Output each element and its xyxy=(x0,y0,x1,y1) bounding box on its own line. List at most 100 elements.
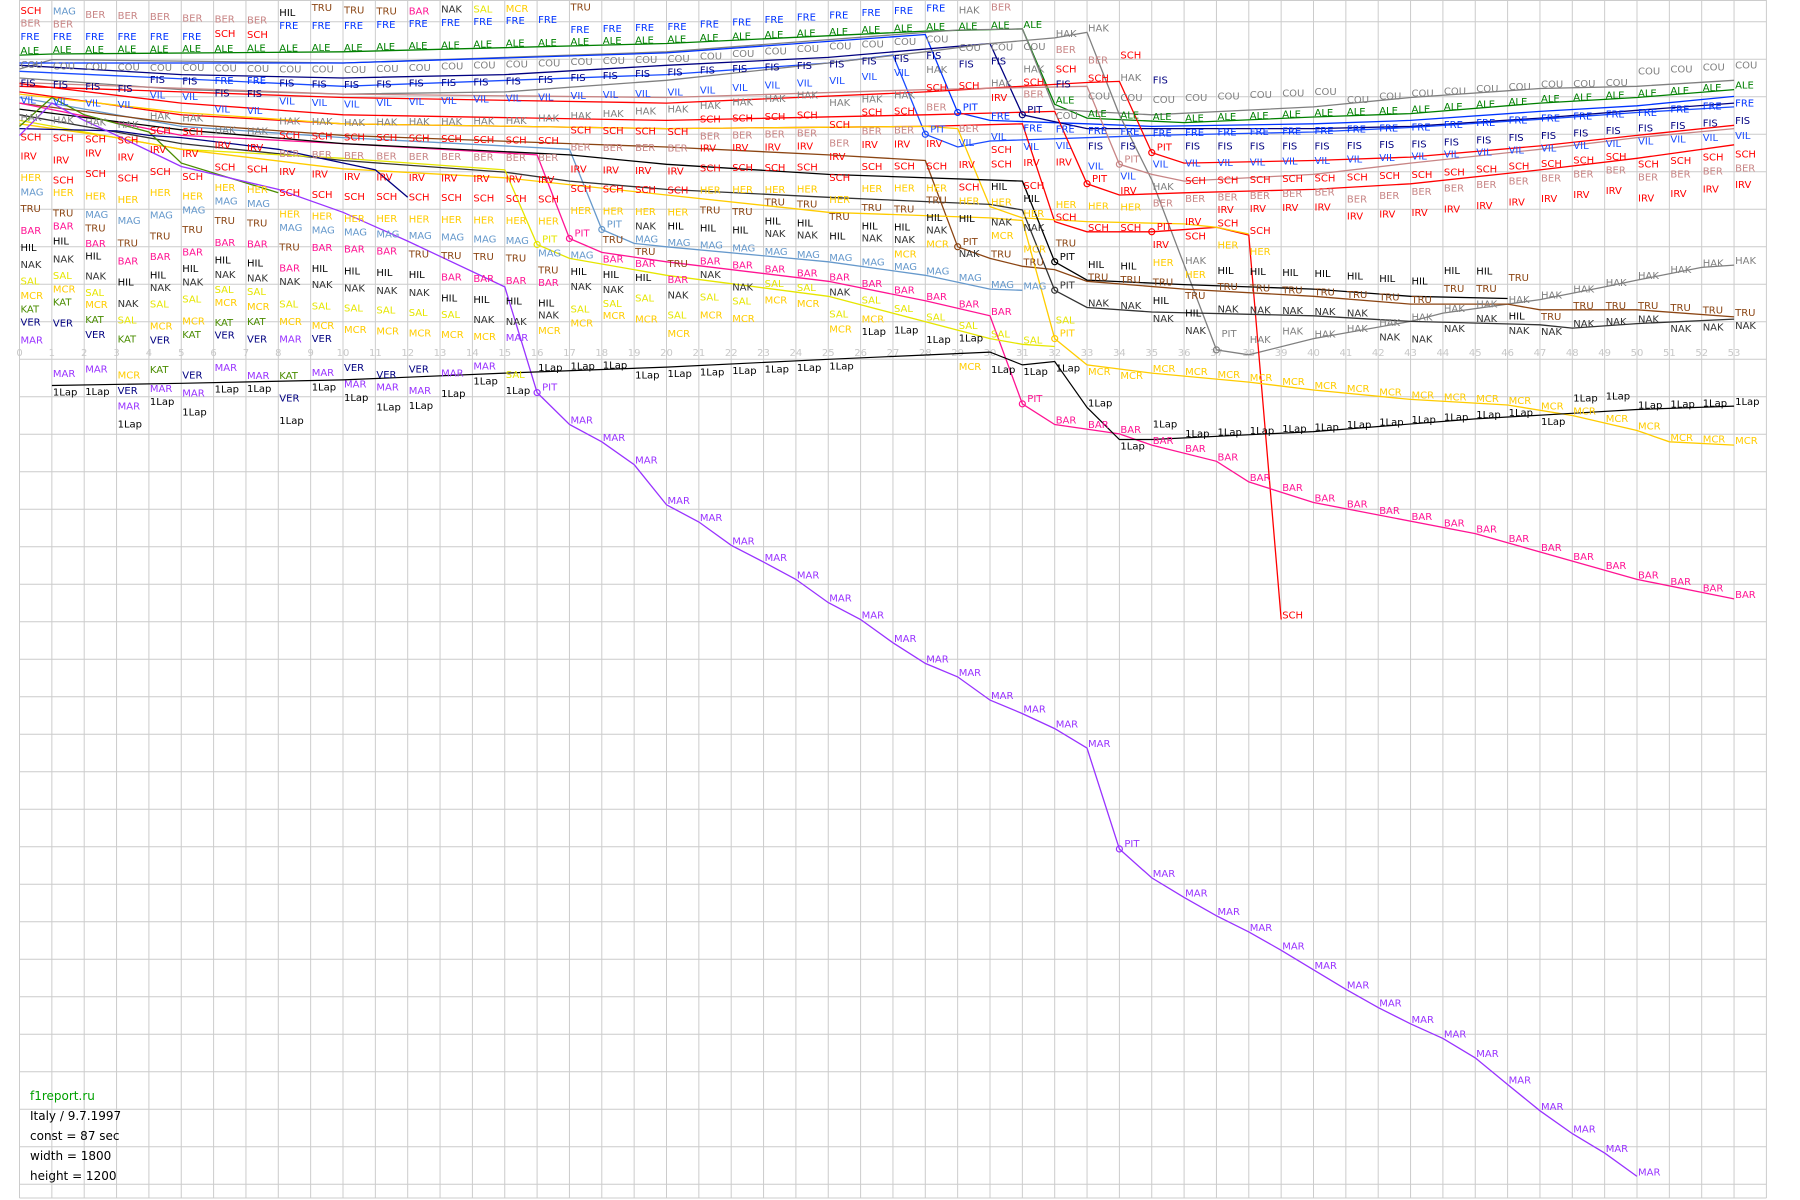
data-label-hil: HIL xyxy=(150,271,166,282)
data-label-ale: ALE xyxy=(1444,102,1463,113)
data-label-1lap: 1Lap xyxy=(441,389,465,400)
data-label-fre: FRE xyxy=(1153,128,1172,139)
data-label-vil: VIL xyxy=(1023,142,1039,153)
pit-label: PIT xyxy=(1157,143,1173,154)
data-label-cou: COU xyxy=(279,64,301,75)
data-label-hak: HAK xyxy=(473,116,494,127)
data-label-nak: NAK xyxy=(603,285,624,296)
data-label-nak: NAK xyxy=(1218,305,1239,316)
data-label-fis: FIS xyxy=(1541,131,1556,142)
data-label-cou: COU xyxy=(344,65,366,76)
data-label-mcr: MCR xyxy=(21,291,44,302)
data-label-mar: MAR xyxy=(797,570,819,581)
data-label-nak: NAK xyxy=(21,260,42,271)
data-label-hil: HIL xyxy=(797,218,813,229)
lap-tick-label: 38 xyxy=(1242,348,1255,359)
data-label-irv: IRV xyxy=(85,148,101,159)
data-label-ber: BER xyxy=(53,20,73,31)
data-label-sal: SAL xyxy=(926,313,945,324)
series-line-nak xyxy=(19,114,1735,329)
data-label-bar: BAR xyxy=(118,257,139,268)
data-label-mar: MAR xyxy=(1509,1076,1531,1087)
data-label-vil: VIL xyxy=(700,85,716,96)
data-label-vil: VIL xyxy=(1509,145,1525,156)
data-label-irv: IRV xyxy=(1282,203,1298,214)
data-label-irv: IRV xyxy=(312,169,328,180)
data-label-irv: IRV xyxy=(894,140,910,151)
const-value: const = 87 sec xyxy=(30,1129,120,1143)
data-label-1lap: 1Lap xyxy=(409,401,433,412)
data-label-sch: SCH xyxy=(1541,159,1562,170)
data-label-sch: SCH xyxy=(926,83,947,94)
data-label-ber: BER xyxy=(1282,189,1302,200)
series-line-her xyxy=(19,93,1249,235)
data-label-hil: HIL xyxy=(376,268,392,279)
lap-tick-label: 39 xyxy=(1275,348,1288,359)
data-label-fis: FIS xyxy=(473,77,488,88)
data-label-fis: FIS xyxy=(376,79,391,90)
pit-label: PIT xyxy=(1124,839,1140,850)
lap-tick-label: 4 xyxy=(146,348,152,359)
data-label-sal: SAL xyxy=(312,301,331,312)
data-label-fis: FIS xyxy=(1703,119,1718,130)
data-label-bar: BAR xyxy=(1250,473,1271,484)
data-label-1lap: 1Lap xyxy=(1218,427,1242,438)
data-label-ber: BER xyxy=(312,150,332,161)
data-label-sch: SCH xyxy=(603,126,624,137)
data-label-nak: NAK xyxy=(279,277,300,288)
data-label-sch: SCH xyxy=(1638,159,1659,170)
data-label-cou: COU xyxy=(1509,82,1531,93)
data-label-ber: BER xyxy=(1606,166,1626,177)
data-label-1lap: 1Lap xyxy=(894,325,918,336)
chart-info: f1report.ru Italy / 9.7.1997 const = 87 … xyxy=(30,1086,121,1186)
data-label-hak: HAK xyxy=(344,118,365,129)
data-label-irv: IRV xyxy=(829,152,845,163)
lap-tick-label: 31 xyxy=(1016,348,1029,359)
data-label-cou: COU xyxy=(1347,95,1369,106)
data-label-1lap: 1Lap xyxy=(1023,367,1047,378)
data-label-irv: IRV xyxy=(1379,210,1395,221)
data-label-mcr: MCR xyxy=(1250,373,1273,384)
data-label-bar: BAR xyxy=(1606,561,1627,572)
lap-tick-label: 1 xyxy=(49,348,55,359)
data-label-hil: HIL xyxy=(1509,312,1525,323)
data-label-hil: HIL xyxy=(247,258,263,269)
lap-tick-label: 37 xyxy=(1210,348,1223,359)
data-label-mag: MAG xyxy=(538,249,561,260)
data-label-nak: NAK xyxy=(118,299,139,310)
data-label-nak: NAK xyxy=(1315,307,1336,318)
data-label-mcr: MCR xyxy=(1120,371,1143,382)
pit-label: PIT xyxy=(1222,329,1238,340)
data-label-mcr: MCR xyxy=(1509,396,1532,407)
data-label-mar: MAR xyxy=(1476,1049,1498,1060)
data-label-cou: COU xyxy=(991,42,1013,53)
data-label-her: HER xyxy=(538,217,559,228)
data-label-hak: HAK xyxy=(1509,295,1530,306)
data-label-ale: ALE xyxy=(1379,106,1398,117)
data-label-sch: SCH xyxy=(215,163,236,174)
data-label-fre: FRE xyxy=(1509,116,1528,127)
data-label-sal: SAL xyxy=(473,5,492,16)
data-label-cou: COU xyxy=(409,63,431,74)
data-label-cou: COU xyxy=(1250,90,1272,101)
series-line-kat xyxy=(19,96,279,194)
data-label-nak: NAK xyxy=(991,217,1012,228)
data-label-hil: HIL xyxy=(538,298,554,309)
data-label-her: HER xyxy=(21,173,42,184)
data-label-her: HER xyxy=(862,184,883,195)
data-label-fre: FRE xyxy=(571,25,590,36)
data-label-hil: HIL xyxy=(53,236,69,247)
data-label-nak: NAK xyxy=(538,311,559,322)
data-label-sch: SCH xyxy=(506,194,527,205)
data-label-fre: FRE xyxy=(150,32,169,43)
data-label-hil: HIL xyxy=(862,222,878,233)
data-label-bar: BAR xyxy=(1444,518,1465,529)
data-label-nak: NAK xyxy=(668,290,689,301)
data-label-fre: FRE xyxy=(765,15,784,26)
data-label-tru: TRU xyxy=(20,204,41,215)
data-label-sch: SCH xyxy=(1315,174,1336,185)
data-label-cou: COU xyxy=(247,64,269,75)
data-label-sch: SCH xyxy=(1023,77,1044,88)
data-label-vil: VIL xyxy=(991,132,1007,143)
data-label-hil: HIL xyxy=(635,273,651,284)
